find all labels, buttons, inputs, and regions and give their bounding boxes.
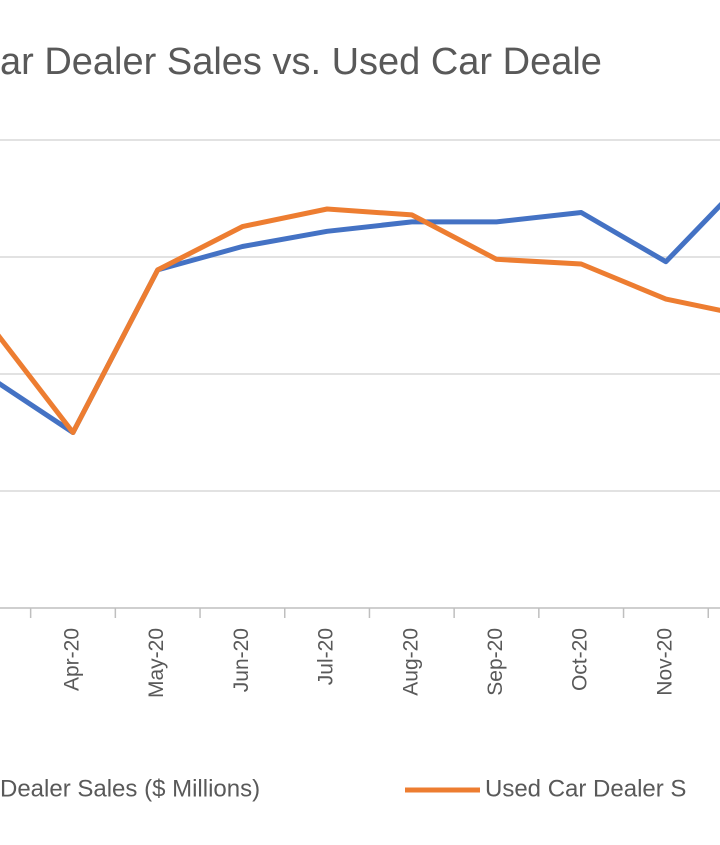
x-tick-label: Jun-20 xyxy=(230,628,253,692)
x-tick-label: Apr-20 xyxy=(61,628,84,691)
legend-label: Dealer Sales ($ Millions) xyxy=(0,775,260,802)
x-tick-label: May-20 xyxy=(145,628,168,698)
x-tick-label: Oct-20 xyxy=(569,628,592,691)
x-tick-label: Nov-20 xyxy=(653,628,676,696)
x-tick-label: Jul-20 xyxy=(315,628,338,685)
x-tick-label: Sep-20 xyxy=(484,628,507,696)
chart-title: ar Dealer Sales vs. Used Car Deale xyxy=(0,41,602,83)
series-line xyxy=(0,206,720,435)
legend-label: Used Car Dealer S xyxy=(485,775,686,802)
x-tick-label: Aug-20 xyxy=(399,628,422,696)
